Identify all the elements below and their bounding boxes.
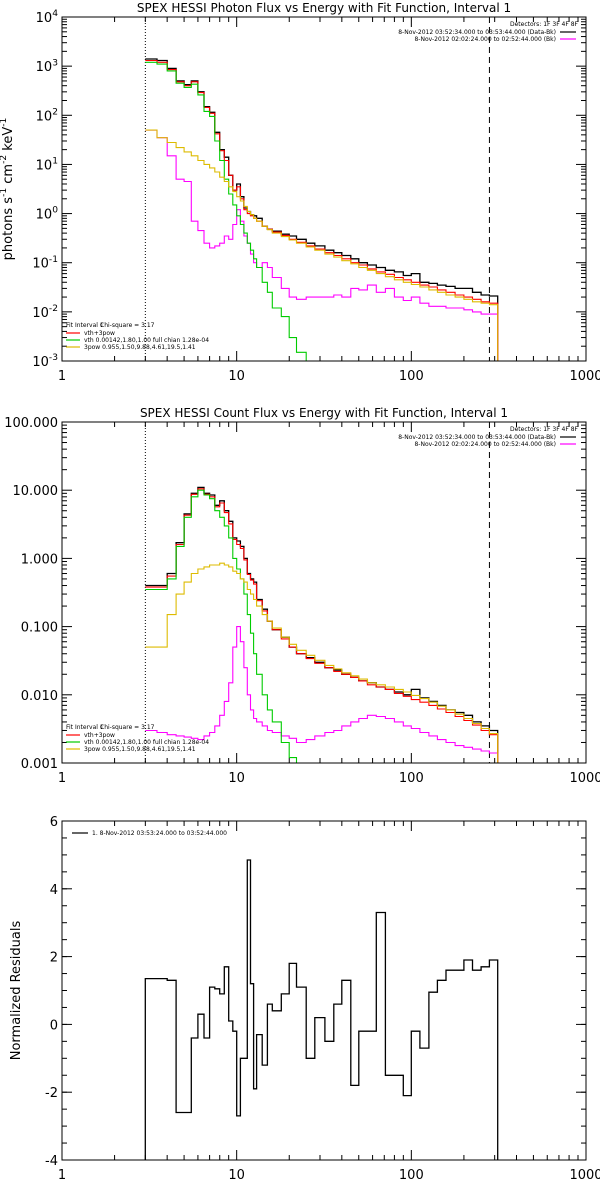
series-group — [145, 486, 499, 763]
y-tick-label: 10.000 — [13, 484, 59, 499]
y-tick-label: 101 — [36, 157, 58, 174]
residuals-panel: Normalized Residuals 1 10 100 1000 -4 -2 0 2 4 6 1.… — [9, 815, 600, 1183]
y-tick-label: 104 — [36, 9, 59, 26]
x-tick-label: 1000 — [569, 1168, 600, 1183]
fit-legend-label: 3pow 0.955,1.50,9.88,4.61,19.5,1.41 — [84, 344, 196, 351]
fit-interval-label: Fit Interval 1 — [66, 724, 104, 731]
chart-title: SPEX HESSI Photon Flux vs Energy with Fi… — [137, 1, 511, 15]
time-interval-label: 8-Nov-2012 03:52:34.000 to 03:53:44.000 … — [398, 434, 556, 441]
detectors-label: Detectors: 1F 3F 4F 8F — [510, 426, 579, 433]
series-total_fit — [145, 488, 499, 763]
y-tick-label: 102 — [36, 107, 58, 124]
y-tick-label: 0.010 — [21, 689, 58, 704]
series-group — [145, 58, 499, 361]
chi-square-label: Chi-square = 3.17 — [100, 322, 155, 329]
fit-interval-label: Fit Interval 1 — [66, 322, 104, 329]
count-flux-panel: SPEX HESSI Count Flux vs Energy with Fit… — [4, 406, 600, 786]
y-tick-label: 4 — [50, 883, 58, 898]
series-3pow — [145, 562, 499, 763]
time-interval-label: 8-Nov-2012 03:52:34.000 to 03:53:44.000 … — [398, 29, 556, 36]
series-background — [145, 626, 499, 763]
x-tick-label: 100 — [399, 771, 424, 786]
chart-title: SPEX HESSI Count Flux vs Energy with Fit… — [140, 406, 508, 420]
time-interval-label: 8-Nov-2012 02:02:24.000 to 02:52:44.000 … — [414, 441, 556, 448]
fit-legend-label: vth 0.00142,1.80,1.00 full chian 1.28e-0… — [84, 739, 209, 746]
series-group — [144, 859, 499, 1160]
fit-legend-label: vth 0.00142,1.80,1.00 full chian 1.28e-0… — [84, 337, 209, 344]
y-tick-label: 0.100 — [21, 621, 58, 636]
y-tick-label: 10-2 — [32, 304, 58, 321]
y-tick-label: 1.000 — [21, 552, 58, 567]
x-tick-label: 100 — [399, 369, 424, 384]
y-axis-label: photons s-1 cm-2 keV-1 — [0, 118, 16, 261]
detectors-label: Detectors: 1F 3F 4F 8F — [510, 21, 579, 28]
photon-flux-panel: SPEX HESSI Photon Flux vs Energy with Fi… — [0, 1, 600, 384]
x-tick-label: 1 — [58, 771, 66, 786]
y-tick-label: 6 — [50, 815, 58, 830]
x-tick-label: 10 — [228, 771, 245, 786]
time-interval-label: 8-Nov-2012 02:02:24.000 to 02:52:44.000 … — [414, 36, 556, 43]
fit-legend-label: vth+3pow — [84, 330, 115, 337]
x-tick-label: 10 — [228, 1168, 245, 1183]
y-tick-label: 10-3 — [32, 353, 58, 370]
y-tick-label: 103 — [36, 58, 59, 75]
y-tick-label: -2 — [45, 1086, 58, 1101]
y-tick-label: 0 — [50, 1018, 58, 1033]
residual-legend-label: 1. 8-Nov-2012 03:53:24.000 to 03:52:44.0… — [92, 830, 227, 837]
chi-square-label: Chi-square = 3.17 — [100, 724, 155, 731]
x-tick-label: 1000 — [569, 369, 600, 384]
x-tick-label: 100 — [399, 1168, 424, 1183]
series-residuals — [144, 859, 499, 1160]
y-tick-label: 100.000 — [4, 416, 58, 431]
x-tick-label: 1 — [58, 369, 66, 384]
x-tick-label: 1000 — [569, 771, 600, 786]
y-tick-label: 0.001 — [21, 757, 58, 772]
series-data — [145, 486, 499, 763]
series-vth — [145, 61, 317, 361]
y-axis-label: Normalized Residuals — [9, 921, 24, 1061]
fit-legend-label: vth+3pow — [84, 732, 115, 739]
plot-frame — [61, 16, 587, 362]
y-tick-label: 10-1 — [32, 255, 58, 272]
y-tick-label: -4 — [45, 1154, 58, 1169]
fit-legend-label: 3pow 0.955,1.50,9.88,4.61,19.5,1.41 — [84, 746, 196, 753]
y-tick-label: 100 — [36, 206, 59, 223]
plot-frame — [61, 820, 587, 1161]
x-tick-label: 1 — [58, 1168, 66, 1183]
y-tick-label: 2 — [50, 951, 58, 966]
series-data — [145, 58, 499, 361]
series-vth — [145, 489, 305, 763]
series-total_fit — [145, 59, 499, 361]
series-background — [145, 129, 499, 361]
series-3pow — [145, 129, 499, 361]
x-tick-label: 10 — [228, 369, 245, 384]
plot-frame — [61, 421, 587, 764]
